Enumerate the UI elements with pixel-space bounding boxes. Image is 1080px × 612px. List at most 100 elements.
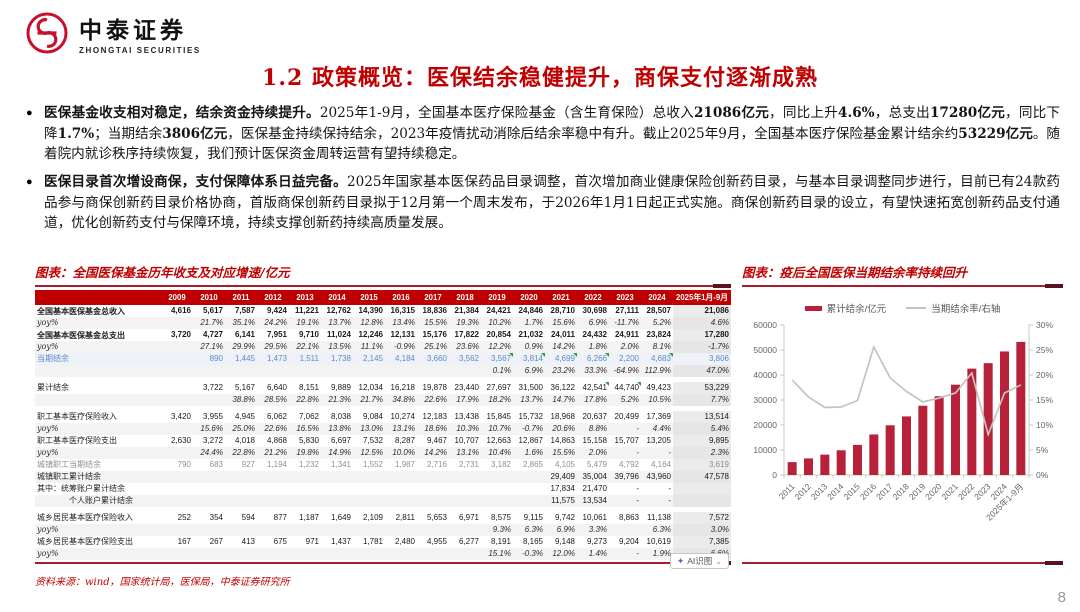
table-cell: - [636,484,639,493]
row-label: 城乡居民基本医疗保险支出 [37,537,133,546]
table-cell: 167 [177,537,191,546]
table-cell [385,483,417,495]
table-cell [257,548,289,560]
table-cell [225,524,257,536]
row-label: yoy% [35,341,161,353]
col-header-year: 2009 [161,290,193,305]
bullet-text: 医保基金收支相对稳定，结余资金持续提升。2025年1-9月，全国基本医疗保险基金… [44,105,1061,163]
table-cell: 17,280 [673,329,731,341]
row-label: 累计结余 [37,383,69,392]
x-axis-label: 2011 [777,481,797,501]
table-cell [161,365,193,377]
table-cell: 4,164 [650,460,671,469]
table-row: yoy% 24.4% 22.8% 21.2% 19.8% 14.9% 12.5% 10.0% 1… [35,447,731,459]
brand-name-cn: 中泰证券 [79,17,187,44]
row-label: yoy% [35,447,161,459]
table-cell: 29.9% [225,341,257,353]
col-header-year: 2024 [641,290,673,305]
table-cell [481,495,513,507]
table-cell: 20,637 [582,412,607,421]
table-cell: 6.3% [513,524,545,536]
ai-recognize-button[interactable]: ✦ AI识图 ⌄ [669,553,729,569]
table-cell: 8,863 [618,513,639,522]
table-cell: 15,732 [518,412,543,421]
table-cell: 594 [241,513,255,522]
table-cell: 14.9% [321,447,353,459]
table-cell: 49,423 [646,383,671,392]
table-cell: 21.7% [353,394,385,406]
table-cell: 13.5% [321,341,353,353]
table-cell: 9.3% [481,524,513,536]
col-header-year: 2021 [545,290,577,305]
table-cell: 4,018 [234,436,255,445]
table-cell: 4,683 [641,353,673,365]
table-cell: 21.7% [193,317,225,329]
table-cell: 10,061 [582,513,607,522]
table-row: yoy% 9.3% 6.3% 6.9% 3.3% 6.3% 3.0% [35,524,731,536]
table-cell [161,524,193,536]
figure-rule [35,561,731,565]
table-cell: 15.1% [481,548,513,560]
table-cell [673,495,731,507]
table-cell: 1,187 [298,513,319,522]
table-cell: 13.8% [321,423,353,435]
table-cell [321,365,353,377]
table-cell [353,524,385,536]
table-cell: 21,086 [673,305,731,317]
table-cell [289,483,321,495]
svg-text:30%: 30% [1036,320,1053,330]
table-cell: 1.6% [513,447,545,459]
table-cell: -11.7% [609,317,641,329]
table-cell: 877 [273,513,287,522]
table-cell [385,548,417,560]
table-row: yoy%15.1%-0.3%12.0%1.4%-1.9%-6.6% [35,548,731,560]
table-cell: 47,578 [673,471,731,483]
table-cell: 13,514 [673,411,731,423]
table-cell: 6,266 [577,353,609,365]
table-cell [289,548,321,560]
table-cell: 4,616 [170,306,191,315]
table-cell [289,495,321,507]
table-cell: 12.5% [353,447,385,459]
table-cell: 890 [193,353,225,365]
table-cell: 7,062 [298,412,319,421]
table-cell: 3,955 [202,412,223,421]
table-cell: 29.5% [257,341,289,353]
table-cell [225,471,257,483]
table-cell: 17,834 [550,484,575,493]
table-cell: 14.2% [545,341,577,353]
table-cell [193,483,225,495]
table-cell: 2,145 [353,353,385,365]
legend-label: 累计结余/亿元 [826,304,887,315]
table-cell [449,548,481,560]
col-header-year: 2013 [289,290,321,305]
table-row: yoy% 21.7% 35.1% 24.2% 19.1% 13.7% 12.8% 13.4% 1… [35,317,731,329]
table-cell: 8.8% [577,423,609,435]
table-cell: 17,822 [454,330,479,339]
table-cell: 15.5% [417,317,449,329]
table-cell: 5.4% [673,423,731,435]
table-cell: 3,619 [673,459,731,471]
table-cell: 927 [241,460,255,469]
table-cell: -0.3% [513,548,545,560]
table-cell: 10,274 [390,412,415,421]
table-cell: -64.9% [609,365,641,377]
table-cell: -1.7% [673,341,731,353]
table-cell: 2,811 [395,513,415,522]
table-cell: 12,762 [326,306,351,315]
table-cell: 11,138 [647,513,671,522]
table-cell: 1,987 [394,460,415,469]
table-cell: 0.9% [513,341,545,353]
table-cell: 4,868 [266,436,287,445]
table-cell: 13,534 [577,495,609,507]
table-cell: 29,409 [545,471,577,483]
x-axis-label: 2023 [972,481,993,502]
svg-text:20%: 20% [1036,370,1053,380]
table-cell [257,495,289,507]
table-cell [257,365,289,377]
table-cell: 9,204 [618,537,639,546]
table-cell [225,483,257,495]
right-figure: 图表：疫后全国医保当期结余率持续回升 累计结余/亿元 当期结余率/右轴 0 1000… [742,262,1063,565]
col-header-year: 2011 [225,290,257,305]
x-axis-label: 2013 [809,481,830,502]
